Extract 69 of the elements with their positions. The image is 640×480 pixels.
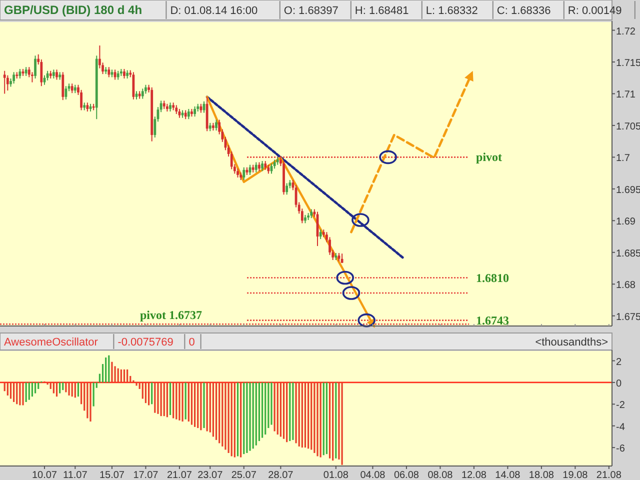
ref-line-label: 1.6743 [476, 313, 510, 328]
candlestick [132, 72, 135, 100]
x-tick-label: 21.07 [166, 470, 192, 480]
x-tick-label: 04.08 [360, 470, 386, 480]
text: C: 1.68336 [496, 5, 551, 17]
x-tick-label: 19.08 [562, 470, 588, 480]
y-tick-label: -6 [616, 444, 626, 455]
y-tick-label: 1.69 [616, 216, 636, 228]
candlestick [56, 69, 58, 80]
candlestick [123, 68, 126, 79]
candlestick [62, 72, 64, 101]
candlestick [12, 72, 16, 84]
candlestick [34, 55, 36, 79]
x-tick-label: 11.07 [63, 470, 88, 480]
x-tick-label: 01.08 [323, 470, 349, 480]
y-tick-label: 1.71 [616, 90, 636, 101]
x-tick-label: 06.08 [394, 470, 420, 480]
candlestick [286, 182, 288, 196]
x-tick-label: 08.08 [428, 470, 454, 480]
candlestick [261, 160, 264, 172]
candlestick [141, 88, 144, 100]
x-tick-label: 28.07 [268, 470, 294, 480]
x-tick-label: 21.08 [596, 470, 622, 480]
candlestick [187, 108, 190, 120]
point [336, 270, 354, 285]
chart-title: GBP/USD (BID) 180 d 4h [4, 3, 142, 17]
point [352, 213, 370, 227]
x-tick-label: 14.08 [495, 470, 521, 480]
candlestick [215, 119, 218, 132]
candlestick [18, 68, 22, 79]
x-tick-label: 17.07 [133, 470, 159, 480]
candlestick [80, 89, 82, 111]
candlestick [70, 83, 74, 94]
text: R: 0.00149 [568, 5, 622, 17]
candlestick [194, 106, 196, 118]
text: 0 [188, 336, 195, 348]
x-tick-label: 25.07 [231, 470, 257, 480]
text: -0.0075769 [118, 336, 174, 348]
text: D: 01.08.14 16:00 [170, 5, 258, 17]
candlestick [3, 70, 6, 94]
candlestick [242, 166, 246, 181]
candlestick [108, 66, 110, 78]
point [358, 313, 376, 328]
text: L: 1.68332 [426, 5, 478, 17]
candlestick [40, 58, 43, 87]
ref-line-label: pivot 1.6737 [140, 308, 202, 322]
text: H: 1.68481 [354, 5, 409, 17]
y-tick-label: -4 [616, 422, 626, 433]
text: AwesomeOscillator [4, 336, 98, 348]
x-tick-label: 23.07 [198, 470, 224, 480]
text: <thousandths> [535, 336, 608, 348]
y-tick-label: 1.7 [616, 153, 630, 164]
candlestick [254, 162, 258, 173]
y-tick-label: 1.68 [616, 280, 636, 292]
candlestick [319, 229, 322, 240]
x-tick-label: 10.07 [32, 470, 58, 480]
y-tick-label: 0 [616, 378, 622, 390]
x-tick-label: 18.08 [528, 470, 554, 480]
ref-line-label: 1.6810 [476, 270, 510, 285]
x-tick-label: 15.07 [99, 470, 125, 480]
point [342, 286, 360, 300]
x-tick-label: 12.08 [461, 470, 487, 480]
y-tick-label: -2 [616, 400, 626, 412]
y-tick-label: 1.72 [616, 26, 636, 38]
point [379, 150, 397, 164]
y-tick-label: 2 [616, 356, 622, 368]
text: O: 1.68397 [284, 5, 338, 17]
candlestick [6, 74, 9, 92]
ref-line-label: pivot [476, 150, 502, 164]
